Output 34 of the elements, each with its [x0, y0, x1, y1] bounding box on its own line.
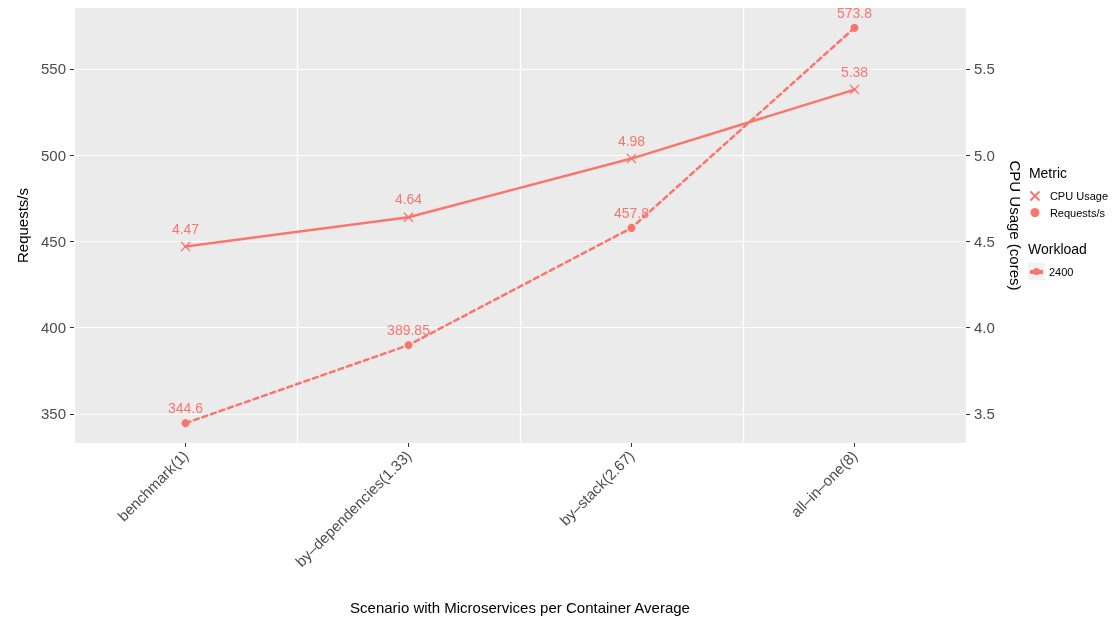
y-tick-label: 500 — [40, 146, 66, 164]
data-label: 4.64 — [394, 191, 423, 208]
y2-tick-label: 4.0 — [974, 319, 995, 337]
y2-tick-label: 4.5 — [974, 232, 995, 250]
point — [849, 84, 860, 95]
point — [404, 341, 413, 350]
y2-tick-label: 3.5 — [974, 405, 995, 423]
y-axis-title: Requests/s — [14, 187, 32, 264]
y2-tick-label: 5.0 — [974, 146, 995, 164]
legend-label: Requests/s — [1049, 206, 1106, 219]
legend-title: Metric — [1028, 165, 1068, 181]
point — [181, 419, 190, 428]
point — [180, 241, 191, 252]
data-label: 4.98 — [617, 132, 646, 149]
legend-label: CPU Usage — [1049, 190, 1108, 202]
y2-tick-label: 5.5 — [974, 60, 995, 78]
y-tick-label: 450 — [40, 232, 66, 250]
data-label: 573.8 — [836, 4, 873, 21]
y-tick-label: 400 — [40, 319, 66, 337]
text: 2400 — [1049, 265, 1074, 278]
data-label: 4.47 — [171, 220, 200, 237]
data-label: 344.6 — [167, 400, 204, 417]
y2-axis-title: CPU Usage (cores) — [1007, 160, 1024, 291]
x-axis-title: Scenario with Microservices per Container Average — [350, 599, 690, 616]
text: Workload — [1028, 241, 1087, 257]
point — [850, 23, 859, 32]
point — [403, 212, 414, 223]
point — [626, 153, 637, 164]
y-tick-label: 550 — [40, 60, 66, 78]
data-label: 457.8 — [613, 204, 650, 221]
data-label: 389.85 — [387, 322, 431, 339]
y-tick-label: 350 — [40, 405, 66, 423]
point — [627, 223, 636, 232]
data-label: 5.38 — [840, 63, 869, 80]
